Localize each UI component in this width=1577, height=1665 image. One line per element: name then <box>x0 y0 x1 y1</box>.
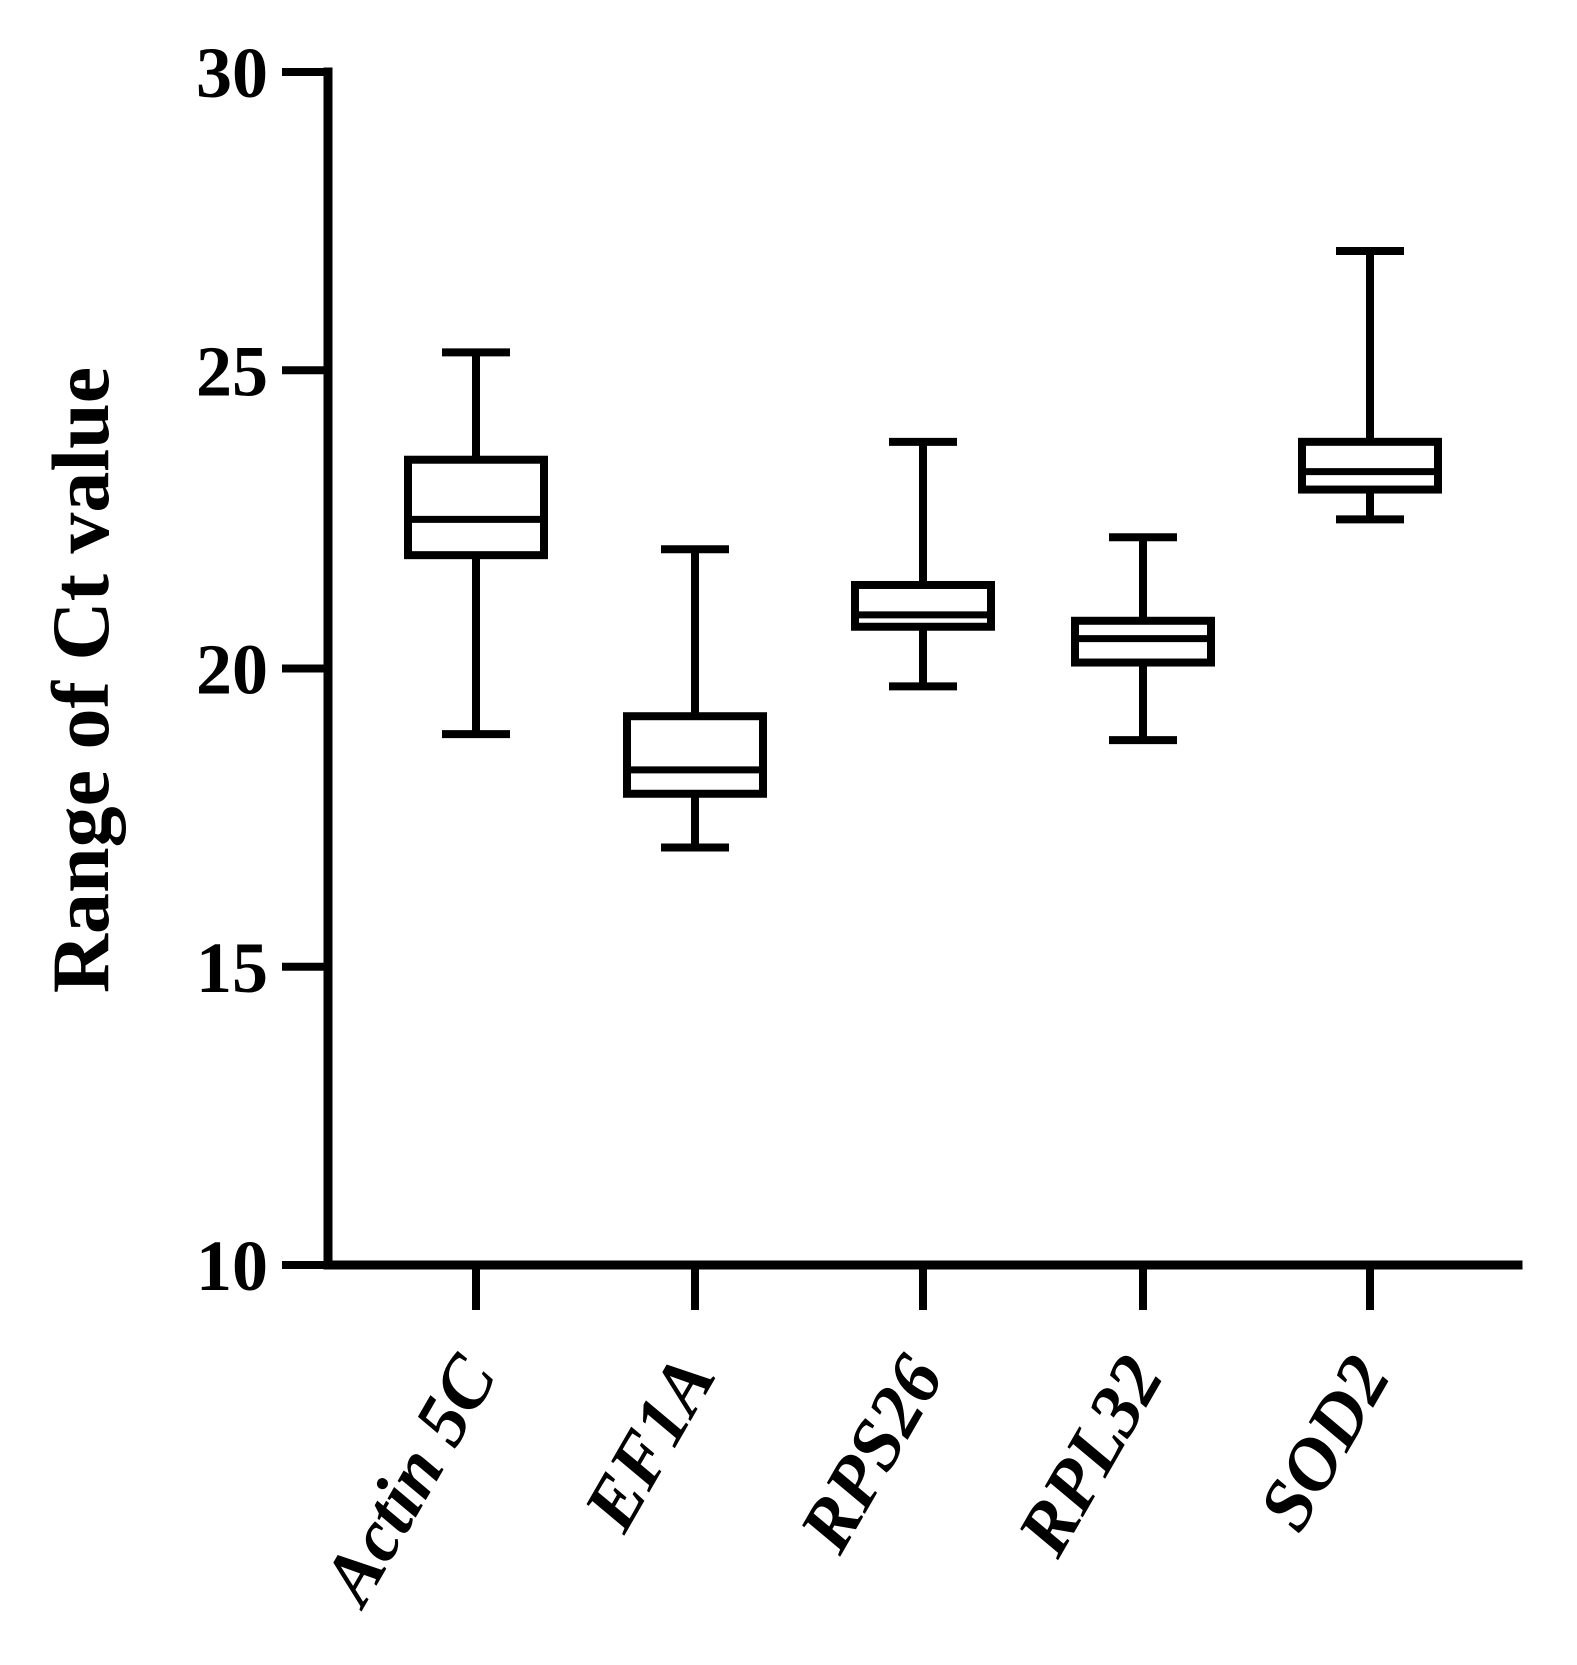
box-rps26 <box>851 437 995 691</box>
y-tick-label: 15 <box>196 928 268 1008</box>
iqr-box <box>623 712 767 798</box>
box-rpl32 <box>1071 533 1215 745</box>
x-ticks: Actin 5C EF1A RPS26 RPL32 SOD2 <box>305 1265 1407 1620</box>
y-tick-label: 25 <box>196 331 268 411</box>
x-tick-label: SOD2 <box>1243 1343 1407 1544</box>
box-ef1a <box>623 545 767 852</box>
x-tick-label: RPS26 <box>783 1343 959 1566</box>
y-ticks: 10 15 20 25 30 <box>196 33 328 1306</box>
box-sod2 <box>1298 246 1442 524</box>
x-tick-label: EF1A <box>568 1343 732 1545</box>
y-tick-label: 10 <box>196 1226 268 1306</box>
x-tick-label: Actin 5C <box>305 1341 514 1620</box>
iqr-box <box>1298 437 1442 494</box>
box-actin-5c <box>404 348 548 739</box>
boxes <box>404 246 1442 852</box>
y-tick-label: 20 <box>196 630 268 710</box>
x-tick-label: RPL32 <box>1001 1343 1179 1570</box>
iqr-box <box>851 580 995 631</box>
y-tick-label: 30 <box>196 33 268 113</box>
y-axis-label: Range of Ct value <box>35 367 126 993</box>
iqr-box <box>404 455 548 560</box>
